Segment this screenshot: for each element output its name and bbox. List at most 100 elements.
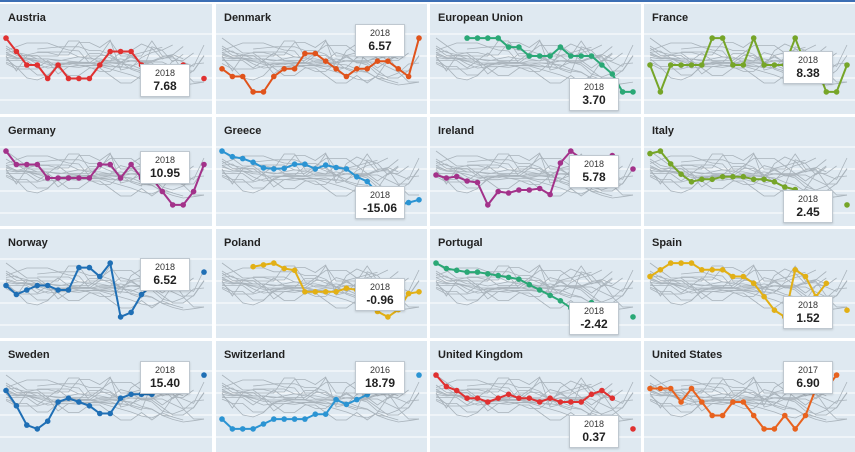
data-point[interactable]	[630, 426, 636, 432]
data-point[interactable]	[485, 399, 491, 405]
data-point[interactable]	[13, 403, 20, 409]
data-point[interactable]	[76, 175, 82, 181]
data-point[interactable]	[609, 395, 616, 401]
data-point[interactable]	[302, 416, 308, 422]
data-point[interactable]	[271, 416, 277, 422]
data-point[interactable]	[792, 267, 798, 273]
data-point[interactable]	[782, 412, 788, 419]
data-point[interactable]	[107, 161, 113, 168]
data-point[interactable]	[536, 399, 543, 405]
data-point[interactable]	[516, 187, 522, 193]
data-point[interactable]	[588, 391, 595, 398]
data-point[interactable]	[443, 265, 450, 272]
data-point[interactable]	[416, 197, 422, 203]
data-point[interactable]	[547, 53, 553, 59]
data-point[interactable]	[464, 35, 470, 41]
data-point[interactable]	[159, 188, 166, 195]
data-point[interactable]	[128, 161, 134, 168]
data-point[interactable]	[647, 385, 653, 392]
data-point[interactable]	[322, 162, 329, 168]
data-point[interactable]	[833, 372, 840, 378]
data-point[interactable]	[271, 166, 277, 172]
data-point[interactable]	[229, 73, 236, 80]
data-point[interactable]	[588, 53, 595, 59]
data-point[interactable]	[667, 62, 674, 68]
data-point[interactable]	[630, 89, 636, 95]
data-point[interactable]	[699, 399, 705, 405]
data-point[interactable]	[374, 58, 381, 64]
data-point[interactable]	[657, 89, 664, 95]
data-point[interactable]	[578, 399, 584, 405]
data-point[interactable]	[516, 44, 522, 50]
data-point[interactable]	[609, 71, 616, 77]
data-point[interactable]	[44, 418, 51, 424]
data-point[interactable]	[526, 281, 533, 288]
data-point[interactable]	[260, 421, 267, 427]
data-point[interactable]	[322, 289, 329, 295]
data-point[interactable]	[34, 426, 41, 432]
data-point[interactable]	[312, 411, 319, 417]
data-point[interactable]	[730, 273, 736, 280]
data-point[interactable]	[201, 161, 207, 168]
data-point[interactable]	[485, 202, 491, 208]
data-point[interactable]	[667, 260, 674, 266]
data-point[interactable]	[322, 58, 329, 64]
data-point[interactable]	[128, 391, 134, 398]
data-point[interactable]	[44, 75, 51, 82]
data-point[interactable]	[547, 395, 553, 401]
data-point[interactable]	[647, 273, 653, 280]
data-point[interactable]	[709, 267, 715, 273]
data-point[interactable]	[405, 73, 412, 80]
data-point[interactable]	[557, 160, 564, 166]
data-point[interactable]	[526, 395, 533, 401]
data-point[interactable]	[229, 153, 236, 160]
data-point[interactable]	[761, 426, 767, 432]
data-point[interactable]	[34, 282, 41, 289]
data-point[interactable]	[24, 287, 30, 293]
data-point[interactable]	[433, 372, 439, 378]
data-point[interactable]	[260, 165, 267, 171]
data-point[interactable]	[761, 176, 767, 183]
data-point[interactable]	[65, 395, 72, 401]
data-point[interactable]	[761, 293, 767, 300]
data-point[interactable]	[578, 53, 584, 59]
data-point[interactable]	[260, 89, 267, 95]
data-point[interactable]	[464, 395, 470, 401]
data-point[interactable]	[180, 202, 186, 208]
data-point[interactable]	[761, 62, 767, 68]
data-point[interactable]	[740, 273, 747, 280]
data-point[interactable]	[505, 190, 512, 196]
data-point[interactable]	[34, 62, 41, 68]
data-point[interactable]	[86, 403, 93, 409]
data-point[interactable]	[657, 385, 664, 392]
data-point[interactable]	[750, 412, 757, 419]
data-point[interactable]	[416, 35, 422, 41]
data-point[interactable]	[312, 289, 319, 295]
data-point[interactable]	[385, 314, 391, 320]
data-point[interactable]	[97, 410, 103, 417]
data-point[interactable]	[395, 66, 402, 72]
data-point[interactable]	[750, 176, 757, 183]
data-point[interactable]	[312, 166, 319, 172]
data-point[interactable]	[76, 264, 82, 271]
data-point[interactable]	[312, 50, 319, 57]
data-point[interactable]	[239, 155, 246, 162]
data-point[interactable]	[281, 416, 287, 422]
data-point[interactable]	[557, 399, 564, 405]
data-point[interactable]	[619, 89, 626, 95]
data-point[interactable]	[3, 148, 9, 154]
data-point[interactable]	[443, 175, 450, 181]
data-point[interactable]	[740, 399, 747, 405]
data-point[interactable]	[3, 282, 9, 289]
data-point[interactable]	[219, 416, 225, 422]
data-point[interactable]	[201, 75, 207, 82]
data-point[interactable]	[55, 287, 61, 293]
data-point[interactable]	[86, 175, 93, 181]
data-point[interactable]	[657, 267, 664, 273]
data-point[interactable]	[495, 188, 501, 195]
data-point[interactable]	[291, 416, 298, 422]
data-point[interactable]	[568, 399, 574, 405]
data-point[interactable]	[678, 62, 684, 68]
data-point[interactable]	[250, 426, 256, 432]
data-point[interactable]	[536, 185, 543, 192]
